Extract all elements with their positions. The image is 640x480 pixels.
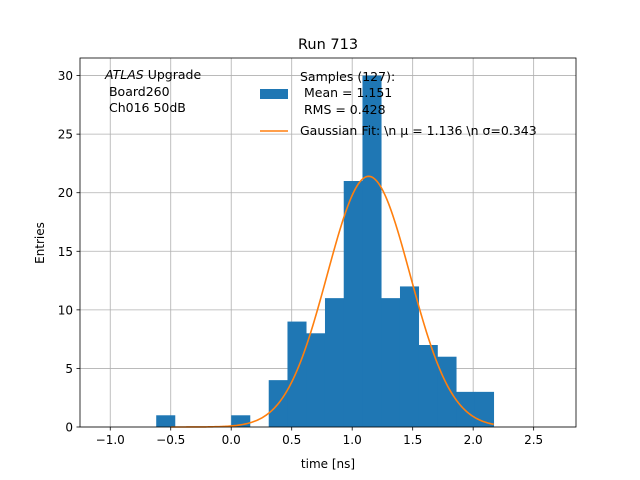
y-tick-label: 5 [65, 362, 73, 376]
x-axis-label: time [ns] [301, 457, 355, 471]
y-axis-ticks: 0 5 10 15 20 25 30 [58, 69, 80, 435]
y-tick-label: 20 [58, 186, 73, 200]
atlas-annotation: ATLAS Upgrade Board260 Ch016 50dB [104, 67, 201, 115]
x-tick-label: 1.0 [343, 433, 362, 447]
histogram-bar [399, 286, 420, 427]
histogram-bar [343, 181, 363, 427]
annotation-upgrade: Upgrade [144, 67, 202, 82]
x-tick-label: −0.5 [156, 433, 185, 447]
histogram-bar [381, 298, 401, 427]
x-tick-label: 0.5 [282, 433, 301, 447]
x-tick-label: 2.0 [464, 433, 483, 447]
histogram-bar [474, 391, 495, 427]
legend: Samples (127): Mean = 1.151 RMS = 0.428 … [260, 69, 537, 138]
y-axis-label: Entries [33, 222, 47, 264]
plot-frame [79, 57, 577, 428]
x-axis-ticks: −1.0 −0.5 0.0 0.5 1.0 1.5 2.0 2.5 [96, 427, 543, 447]
legend-hist-line-3: RMS = 0.428 [300, 102, 386, 117]
histogram-bar [456, 391, 476, 427]
x-tick-label: 1.5 [403, 433, 422, 447]
y-tick-label: 10 [58, 303, 73, 317]
annotation-line-1: ATLAS Upgrade [104, 67, 201, 82]
legend-fit-label: Gaussian Fit: \n μ = 1.136 \n σ=0.343 [300, 123, 537, 138]
annotation-atlas-italic: ATLAS [104, 67, 144, 82]
chart-title: Run 713 [298, 37, 358, 53]
histogram-bars [156, 75, 495, 428]
histogram-bar [156, 415, 176, 427]
histogram-bar [324, 298, 345, 427]
histogram-bar [418, 345, 438, 427]
y-tick-label: 25 [58, 128, 73, 142]
y-tick-label: 15 [58, 245, 73, 259]
x-tick-label: 0.0 [222, 433, 241, 447]
histogram-bar [437, 356, 457, 427]
histogram-bar [231, 415, 251, 427]
gaussian-fit-curve [170, 175, 494, 428]
histogram-bar [362, 75, 382, 428]
legend-hist-swatch [260, 89, 288, 99]
histogram-bar [306, 333, 326, 427]
legend-hist-line-1: Samples (127): [300, 69, 395, 84]
annotation-line-2: Board260 [105, 84, 170, 99]
gaussian-fit [170, 175, 494, 428]
x-tick-label: −1.0 [96, 433, 125, 447]
legend-hist-line-2: Mean = 1.151 [300, 85, 392, 100]
histogram-bar [287, 321, 307, 427]
annotation-line-3: Ch016 50dB [105, 100, 186, 115]
y-tick-label: 0 [65, 421, 73, 435]
x-tick-label: 2.5 [524, 433, 543, 447]
y-tick-label: 30 [58, 69, 73, 83]
